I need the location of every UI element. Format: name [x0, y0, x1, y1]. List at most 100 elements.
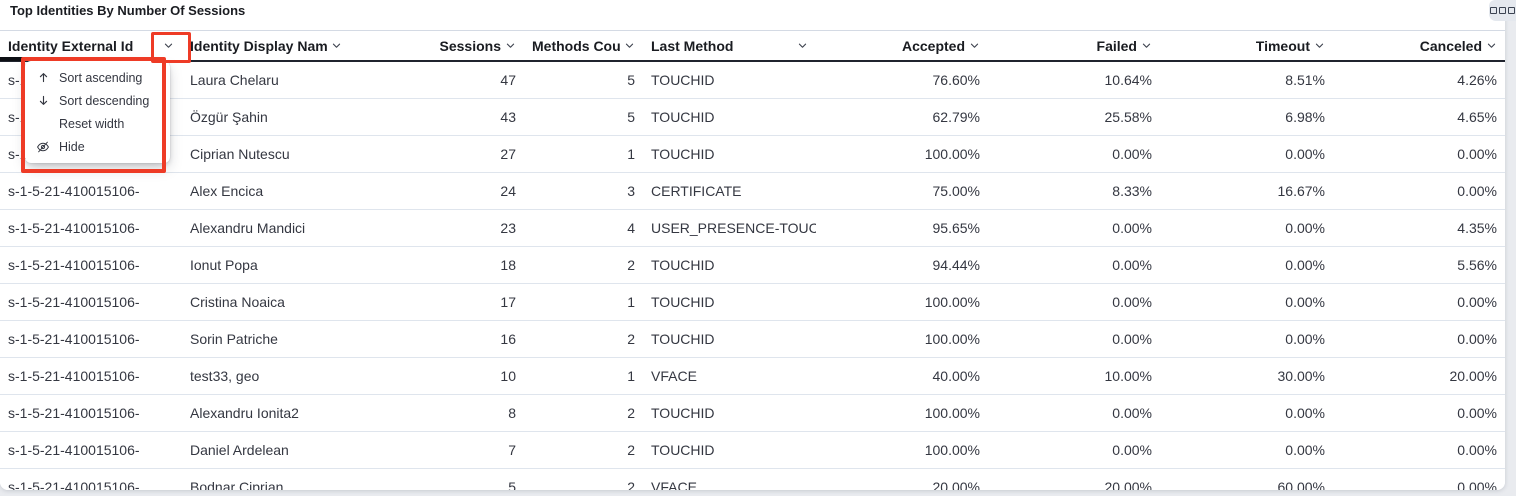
table-row: s-1-5-21-410015106-Özgür Şahin435TOUCHID…	[0, 99, 1505, 136]
three-squares-icon	[1508, 7, 1515, 14]
chevron-down-icon[interactable]	[1486, 40, 1497, 51]
cell-last-method: CERTIFICATE	[651, 183, 742, 199]
cell-timeout: 16.67%	[1277, 183, 1325, 199]
table-row: s-1-5-21-410015106- Alexandru Ionita2 8 2 TO…	[0, 395, 1505, 432]
menu-item-reset-width[interactable]: Reset width	[25, 112, 170, 135]
cell-methods-count: 4	[627, 220, 635, 236]
table-header-row: Identity External Id Identity Display Nam…	[0, 30, 1505, 62]
cell-failed: 0.00%	[1112, 146, 1152, 162]
column-header-canceled[interactable]: Canceled	[1333, 31, 1505, 60]
cell-sessions: 16	[500, 331, 516, 347]
data-grid: Identity External Id Identity Display Nam…	[0, 30, 1505, 490]
table-row: s-1-5-21-410015106- test33, geo 10 1 VFACE 40…	[0, 358, 1505, 395]
cell-sessions: 5	[508, 479, 516, 490]
cell-identity-display-name: test33, geo	[190, 368, 260, 384]
column-header-identity-display-name[interactable]: Identity Display Name	[182, 31, 350, 60]
chevron-down-icon[interactable]	[505, 40, 516, 51]
column-header-label: Identity External Id	[8, 37, 134, 54]
menu-item-sort-ascending[interactable]: Sort ascending	[25, 66, 170, 89]
arrow-up-icon	[35, 71, 51, 84]
column-context-menu: Sort ascending Sort descending Reset width…	[25, 61, 170, 163]
panel-actions-button[interactable]	[1489, 0, 1516, 21]
table-row: s-1-5-21-410015106- Alexandru Mandici 23 4 U…	[0, 210, 1505, 247]
cell-last-method: TOUCHID	[651, 405, 715, 421]
chevron-down-icon[interactable]	[331, 40, 342, 51]
cell-accepted: 94.44%	[932, 257, 980, 273]
chevron-down-icon[interactable]	[1141, 40, 1152, 51]
three-squares-icon	[1490, 7, 1497, 14]
column-header-last-method[interactable]: Last Method	[643, 31, 816, 60]
cell-canceled: 4.26%	[1457, 72, 1497, 88]
chevron-down-icon[interactable]	[624, 40, 635, 51]
menu-item-sort-descending[interactable]: Sort descending	[25, 89, 170, 112]
cell-identity-external-id: s-1-5-21-410015106-	[8, 479, 140, 490]
cell-canceled: 4.35%	[1457, 220, 1497, 236]
cell-identity-display-name: Alex Encica	[190, 183, 264, 199]
cell-identity-display-name: Daniel Ardelean	[190, 442, 289, 458]
cell-failed: 0.00%	[1112, 257, 1152, 273]
cell-methods-count: 5	[627, 109, 635, 125]
cell-sessions: 7	[508, 442, 516, 458]
cell-timeout: 0.00%	[1285, 331, 1325, 347]
arrow-up-icon	[39, 73, 47, 83]
cell-methods-count: 1	[627, 146, 635, 162]
menu-item-hide[interactable]: Hide	[25, 135, 170, 158]
cell-last-method: TOUCHID	[651, 109, 715, 125]
cell-accepted: 100.00%	[924, 405, 980, 421]
cell-sessions: 24	[500, 183, 516, 199]
cell-identity-display-name: Bodnar Ciprian	[190, 479, 284, 490]
column-header-label: Last Method	[651, 37, 734, 54]
cell-methods-count: 5	[627, 72, 635, 88]
column-header-timeout[interactable]: Timeout	[1160, 31, 1333, 60]
column-header-accepted[interactable]: Accepted	[816, 31, 988, 60]
cell-accepted: 95.65%	[932, 220, 980, 236]
table-row: s-1-5-21-410015106- Cristina Noaica 17 1 TOU…	[0, 284, 1505, 321]
cell-failed: 0.00%	[1112, 442, 1152, 458]
three-squares-icon	[1499, 7, 1506, 14]
panel-title: Top Identities By Number Of Sessions	[10, 3, 246, 18]
menu-item-label: Sort ascending	[59, 70, 143, 85]
eye-slash-icon	[35, 140, 51, 154]
cell-timeout: 0.00%	[1285, 257, 1325, 273]
cell-accepted: 100.00%	[924, 442, 980, 458]
cell-failed: 0.00%	[1112, 405, 1152, 421]
table-row: s-1-5-21-410015106- Ionut Popa 18 2 TOUCHID 9…	[0, 247, 1505, 284]
column-header-label: Canceled	[1419, 37, 1482, 54]
menu-item-label: Sort descending	[59, 93, 150, 108]
cell-failed: 8.33%	[1112, 183, 1152, 199]
cell-failed: 10.64%	[1104, 72, 1152, 88]
column-header-failed[interactable]: Failed	[988, 31, 1160, 60]
cell-canceled: 5.56%	[1457, 257, 1497, 273]
chevron-down-icon[interactable]	[1314, 40, 1325, 51]
chevron-down-icon[interactable]	[969, 40, 980, 51]
menu-item-label: Reset width	[59, 116, 125, 131]
cell-sessions: 47	[500, 72, 516, 88]
cell-last-method: TOUCHID	[651, 146, 715, 162]
cell-last-method: TOUCHID	[651, 294, 715, 310]
cell-failed: 10.00%	[1104, 368, 1152, 384]
cell-canceled: 0.00%	[1457, 479, 1497, 490]
cell-failed: 0.00%	[1112, 331, 1152, 347]
column-header-sessions[interactable]: Sessions	[350, 31, 524, 60]
cell-canceled: 0.00%	[1457, 331, 1497, 347]
cell-accepted: 20.00%	[932, 479, 980, 490]
chevron-down-icon[interactable]	[163, 40, 174, 51]
chevron-down-icon[interactable]	[797, 40, 808, 51]
cell-identity-display-name: Alexandru Ionita2	[190, 405, 299, 421]
cell-canceled: 0.00%	[1457, 294, 1497, 310]
cell-sessions: 17	[500, 294, 516, 310]
cell-accepted: 75.00%	[932, 183, 980, 199]
cell-canceled: 0.00%	[1457, 442, 1497, 458]
cell-timeout: 6.98%	[1285, 109, 1325, 125]
cell-sessions: 10	[500, 368, 516, 384]
cell-identity-display-name: Özgür Şahin	[190, 109, 268, 125]
column-header-identity-external-id[interactable]: Identity External Id	[0, 31, 182, 60]
cell-identity-external-id: s-1-5-21-410015106-	[8, 442, 140, 458]
cell-last-method: VFACE	[651, 479, 697, 490]
cell-accepted: 40.00%	[932, 368, 980, 384]
cell-methods-count: 1	[627, 294, 635, 310]
column-header-methods-count[interactable]: Methods Count	[524, 31, 643, 60]
cell-identity-external-id: s-1-5-21-410015106-	[8, 257, 140, 273]
cell-identity-external-id: s-1-5-21-410015106-	[8, 331, 140, 347]
